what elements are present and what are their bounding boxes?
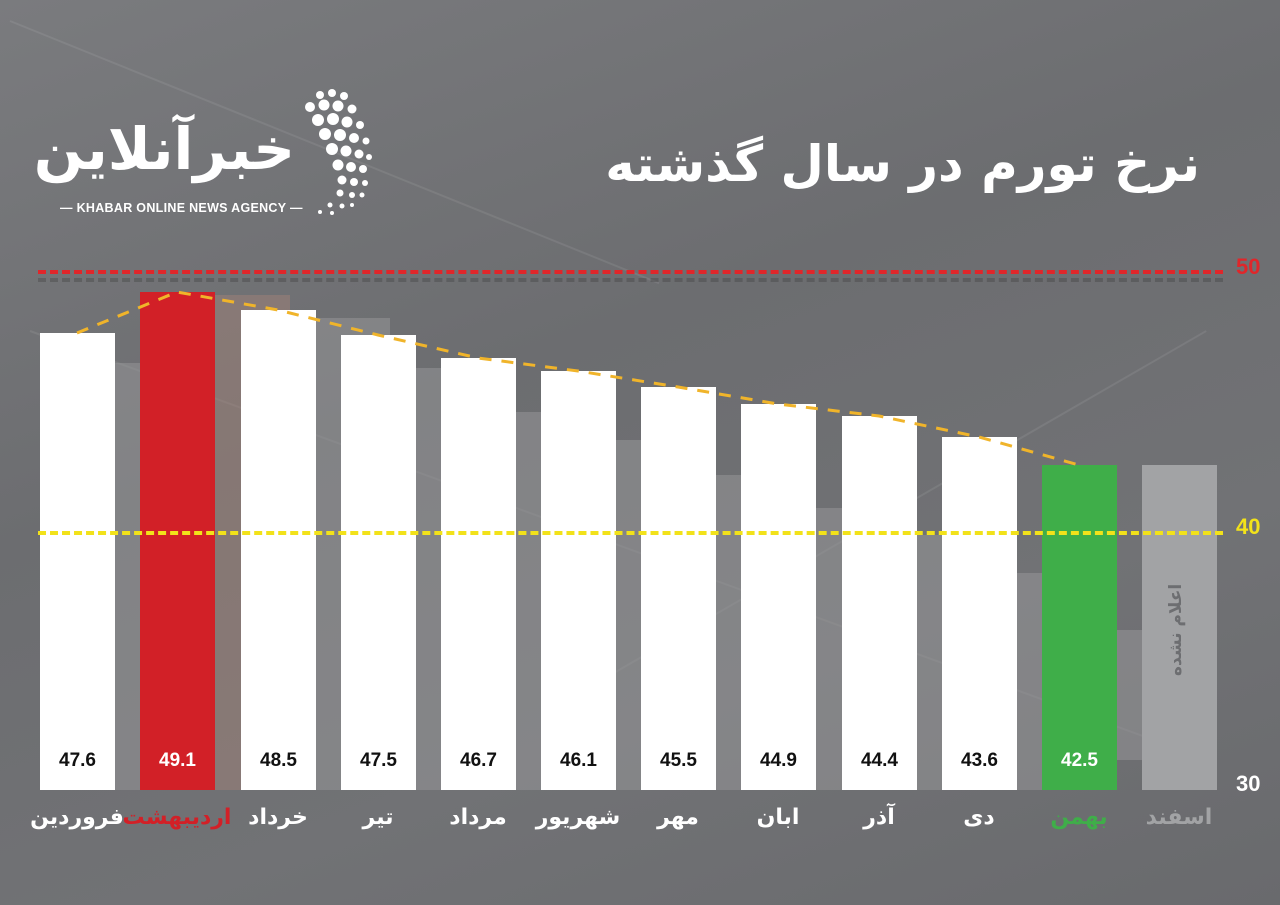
ref-line-50 bbox=[38, 270, 1223, 274]
bar-dey[interactable]: 43.6 bbox=[942, 437, 1017, 790]
y-axis-label-40: 40 bbox=[1236, 514, 1261, 539]
month-label-ordibehesht: اردیبهشت bbox=[122, 805, 232, 830]
month-label-bahman: بهمن bbox=[1050, 805, 1108, 830]
bar-azar[interactable]: 44.4 bbox=[842, 416, 917, 790]
month-label-mehr: مهر bbox=[657, 805, 699, 830]
month-label-azar: آذر bbox=[863, 805, 895, 830]
bar-value: 46.7 bbox=[460, 750, 497, 771]
month-label-aban: ابان bbox=[756, 805, 800, 830]
bar-ordibehesht[interactable]: 49.1 bbox=[140, 292, 215, 790]
bar-value: 44.9 bbox=[760, 750, 797, 771]
bar-mordad[interactable]: 46.7 bbox=[441, 358, 516, 790]
bar-tir[interactable]: 47.5 bbox=[341, 335, 416, 790]
bar-aban[interactable]: 44.9 bbox=[741, 404, 816, 790]
month-label-farvardin: فروردین bbox=[30, 805, 124, 830]
month-label-esfand: اسفند bbox=[1145, 805, 1213, 830]
chart-title: نرخ تورم در سال گذشته bbox=[605, 135, 1200, 193]
bar-farvardin[interactable]: 47.6 bbox=[40, 333, 115, 790]
month-label-khordad: خرداد bbox=[248, 805, 308, 830]
bar-value: 43.6 bbox=[961, 750, 998, 771]
bar-shahrivar[interactable]: 46.1 bbox=[541, 371, 616, 790]
bar-value: 49.1 bbox=[159, 750, 196, 771]
ref-line-50-shadow bbox=[38, 278, 1223, 282]
month-label-mordad: مرداد bbox=[449, 805, 507, 830]
bar-value: 42.5 bbox=[1061, 750, 1098, 771]
bar-khordad[interactable]: 48.5 bbox=[241, 310, 316, 790]
bar-esfand[interactable] bbox=[1142, 465, 1217, 790]
ref-line-40 bbox=[38, 531, 1223, 535]
month-label-tir: تیر bbox=[362, 805, 394, 830]
bar-value: 46.1 bbox=[560, 750, 597, 771]
logo-subtitle: — KHABAR ONLINE NEWS AGENCY — bbox=[60, 201, 303, 215]
bar-value: 48.5 bbox=[260, 750, 297, 771]
y-axis-label-30: 30 bbox=[1236, 771, 1261, 796]
bar-value: 47.5 bbox=[360, 750, 397, 771]
month-label-shahrivar: شهریور bbox=[535, 805, 621, 830]
bar-value: 45.5 bbox=[660, 750, 697, 771]
bar-value: 47.6 bbox=[59, 750, 96, 771]
bar-value: 44.4 bbox=[861, 750, 898, 771]
bar-mehr[interactable]: 45.5 bbox=[641, 387, 716, 790]
bar-bahman[interactable]: 42.5 bbox=[1042, 465, 1117, 790]
logo: خبرآنلاین — KHABAR ONLINE NEWS AGENCY — bbox=[33, 85, 385, 220]
month-label-dey: دی bbox=[963, 805, 995, 830]
y-axis-label-50: 50 bbox=[1236, 254, 1261, 279]
globe-icon bbox=[305, 89, 372, 215]
not-announced-note: اعلام نشده bbox=[1166, 583, 1186, 677]
logo-wordmark: خبرآنلاین bbox=[33, 115, 297, 183]
